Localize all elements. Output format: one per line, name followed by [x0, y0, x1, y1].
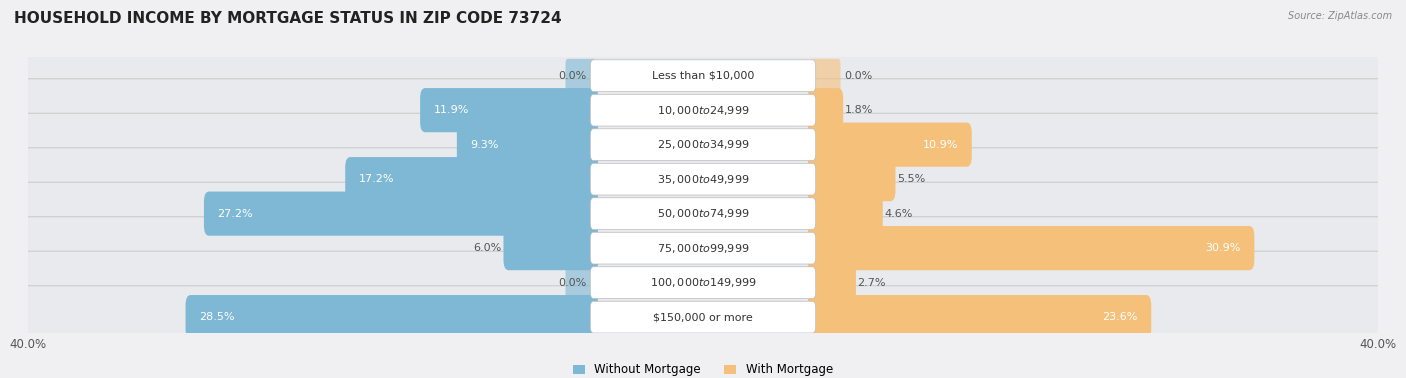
Text: 10.9%: 10.9% — [922, 139, 959, 150]
FancyBboxPatch shape — [807, 157, 896, 201]
FancyBboxPatch shape — [457, 122, 599, 167]
FancyBboxPatch shape — [565, 266, 596, 299]
FancyBboxPatch shape — [204, 192, 599, 236]
Text: 1.8%: 1.8% — [845, 105, 873, 115]
Text: $25,000 to $34,999: $25,000 to $34,999 — [657, 138, 749, 151]
FancyBboxPatch shape — [20, 113, 1386, 176]
Text: $10,000 to $24,999: $10,000 to $24,999 — [657, 104, 749, 117]
Text: $50,000 to $74,999: $50,000 to $74,999 — [657, 207, 749, 220]
FancyBboxPatch shape — [810, 59, 841, 93]
Text: 27.2%: 27.2% — [218, 209, 253, 218]
Text: $100,000 to $149,999: $100,000 to $149,999 — [650, 276, 756, 289]
Text: 17.2%: 17.2% — [359, 174, 394, 184]
FancyBboxPatch shape — [420, 88, 599, 132]
FancyBboxPatch shape — [20, 44, 1386, 107]
FancyBboxPatch shape — [807, 122, 972, 167]
FancyBboxPatch shape — [591, 60, 815, 91]
Text: $35,000 to $49,999: $35,000 to $49,999 — [657, 173, 749, 186]
Text: 30.9%: 30.9% — [1205, 243, 1241, 253]
FancyBboxPatch shape — [807, 226, 1254, 270]
Legend: Without Mortgage, With Mortgage: Without Mortgage, With Mortgage — [574, 363, 832, 376]
FancyBboxPatch shape — [20, 251, 1386, 314]
Text: 23.6%: 23.6% — [1102, 312, 1137, 322]
Text: 28.5%: 28.5% — [200, 312, 235, 322]
FancyBboxPatch shape — [20, 148, 1386, 211]
FancyBboxPatch shape — [807, 192, 883, 236]
Text: 0.0%: 0.0% — [558, 277, 586, 288]
Text: 0.0%: 0.0% — [558, 71, 586, 81]
FancyBboxPatch shape — [20, 286, 1386, 349]
FancyBboxPatch shape — [20, 217, 1386, 279]
FancyBboxPatch shape — [591, 198, 815, 229]
Text: 0.0%: 0.0% — [845, 71, 873, 81]
FancyBboxPatch shape — [591, 163, 815, 195]
FancyBboxPatch shape — [591, 94, 815, 126]
FancyBboxPatch shape — [565, 59, 596, 93]
FancyBboxPatch shape — [807, 260, 856, 305]
FancyBboxPatch shape — [807, 295, 1152, 339]
FancyBboxPatch shape — [591, 129, 815, 161]
Text: Source: ZipAtlas.com: Source: ZipAtlas.com — [1288, 11, 1392, 21]
Text: 2.7%: 2.7% — [858, 277, 886, 288]
FancyBboxPatch shape — [20, 79, 1386, 141]
Text: HOUSEHOLD INCOME BY MORTGAGE STATUS IN ZIP CODE 73724: HOUSEHOLD INCOME BY MORTGAGE STATUS IN Z… — [14, 11, 561, 26]
FancyBboxPatch shape — [20, 182, 1386, 245]
FancyBboxPatch shape — [186, 295, 599, 339]
FancyBboxPatch shape — [591, 267, 815, 299]
FancyBboxPatch shape — [591, 232, 815, 264]
FancyBboxPatch shape — [346, 157, 599, 201]
Text: 5.5%: 5.5% — [897, 174, 925, 184]
FancyBboxPatch shape — [591, 301, 815, 333]
Text: 11.9%: 11.9% — [433, 105, 470, 115]
FancyBboxPatch shape — [807, 88, 844, 132]
Text: $150,000 or more: $150,000 or more — [654, 312, 752, 322]
Text: 6.0%: 6.0% — [474, 243, 502, 253]
FancyBboxPatch shape — [503, 226, 599, 270]
Text: 4.6%: 4.6% — [884, 209, 912, 218]
Text: $75,000 to $99,999: $75,000 to $99,999 — [657, 242, 749, 255]
Text: 9.3%: 9.3% — [471, 139, 499, 150]
Text: Less than $10,000: Less than $10,000 — [652, 71, 754, 81]
